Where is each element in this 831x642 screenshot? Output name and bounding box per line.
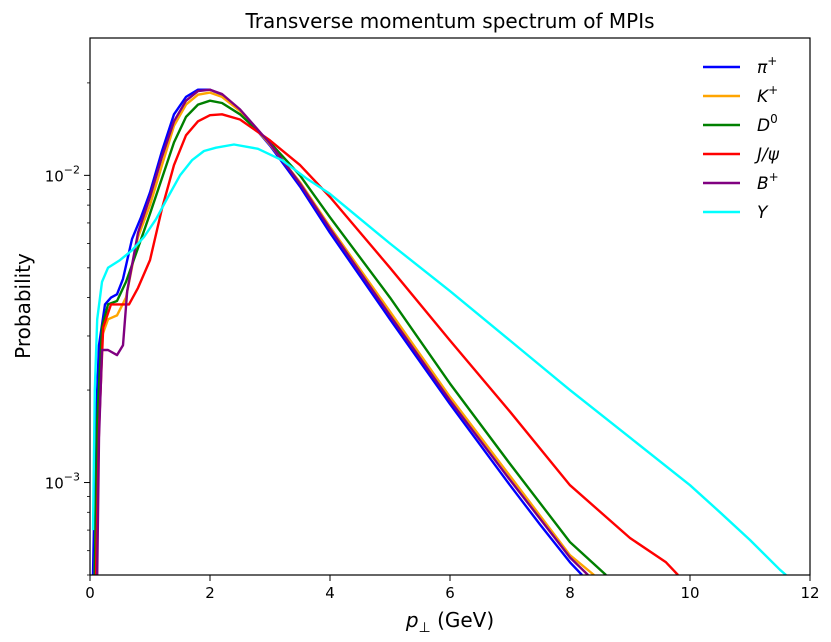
legend-label-1: K+ [757,83,778,107]
x-tick-label-0: 0 [85,584,95,602]
series-line-5 [91,143,787,575]
x-tick-label-2: 4 [325,584,335,602]
legend-label-4: B+ [757,170,779,194]
x-tick-label-5: 10 [680,584,699,602]
x-tick-label-4: 8 [565,584,575,602]
series-line-1 [93,91,595,575]
y-tick-label-0: 10−3 [45,471,80,493]
axes-layer: 0 2 4 6 8 10 12 10−3 10−2 [45,82,820,602]
legend-label-3: J/ψ [754,145,780,165]
series-line-2 [93,99,607,575]
x-tick-label-1: 2 [205,584,215,602]
chart-title: Transverse momentum spectrum of MPIs [244,9,654,33]
series-line-0 [91,88,583,575]
series-line-3 [94,113,679,575]
x-axis-label-unit: (GeV) [431,608,494,632]
x-tick-label-6: 12 [800,584,819,602]
legend: π+ K+ D0 J/ψ B+ Υ [703,54,780,223]
series-line-4 [96,88,589,575]
series-layer [91,88,787,575]
x-axis-label-symbol: p [405,608,419,632]
x-axis-label-subscript: ⊥ [419,620,431,636]
y-tick-label-1: 10−2 [45,163,80,185]
legend-label-2: D0 [757,112,778,136]
legend-label-5: Υ [757,203,769,223]
legend-label-0: π+ [757,54,777,78]
x-axis-label: p⊥ (GeV) [405,608,494,636]
x-tick-label-3: 6 [445,584,455,602]
plot-frame [89,37,811,576]
y-axis-label: Probability [11,253,35,359]
